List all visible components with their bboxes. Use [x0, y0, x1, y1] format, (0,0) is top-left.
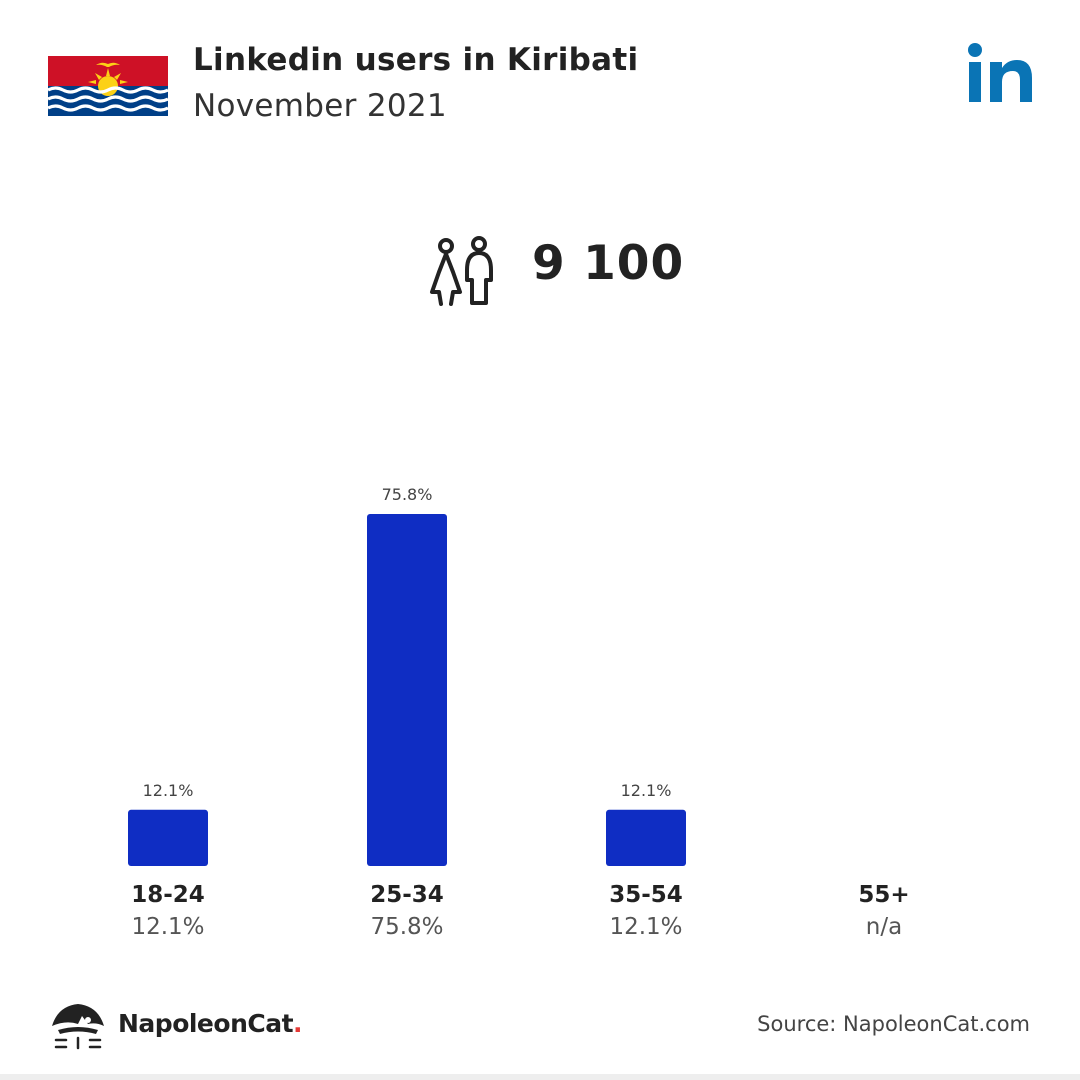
page-subtitle: November 2021 [193, 88, 447, 124]
napoleoncat-brand: NapoleonCat. [118, 1009, 303, 1038]
bar-35-54 [606, 809, 686, 866]
napoleoncat-logo-icon [52, 1004, 104, 1050]
category-value: n/a [865, 914, 903, 940]
kiribati-flag [48, 56, 168, 116]
category-value: 75.8% [370, 914, 444, 940]
category-value: 12.1% [131, 914, 205, 940]
bar-18-24 [128, 809, 208, 866]
bar-data-label: 75.8% [382, 485, 433, 504]
linkedin-logo-icon [968, 43, 1032, 102]
category-column: 25-34 75.8% [327, 882, 487, 940]
source-text: Source: NapoleonCat.com [757, 1012, 1030, 1036]
people-icon [430, 236, 493, 306]
bar-data-label: 12.1% [143, 781, 194, 800]
category-labels: 18-24 12.1% 25-34 75.8% 35-54 12.1% 55+ … [0, 882, 1080, 952]
category-label: 18-24 [131, 882, 205, 908]
category-label: 25-34 [370, 882, 444, 908]
category-label: 35-54 [609, 882, 683, 908]
bar-25-34 [367, 514, 447, 866]
brand-name: NapoleonCat [118, 1009, 294, 1038]
category-label: 55+ [858, 882, 910, 908]
category-column: 55+ n/a [804, 882, 964, 940]
category-column: 18-24 12.1% [88, 882, 248, 940]
page-title: Linkedin users in Kiribati [193, 42, 639, 78]
category-value: 12.1% [609, 914, 683, 940]
brand-dot: . [293, 1009, 303, 1038]
age-bar-chart: 12.1% 75.8% 12.1% [128, 485, 686, 866]
bar-data-label: 12.1% [621, 781, 672, 800]
total-users-value: 9 100 [532, 236, 685, 291]
bottom-strip [0, 1074, 1080, 1080]
category-column: 35-54 12.1% [566, 882, 726, 940]
